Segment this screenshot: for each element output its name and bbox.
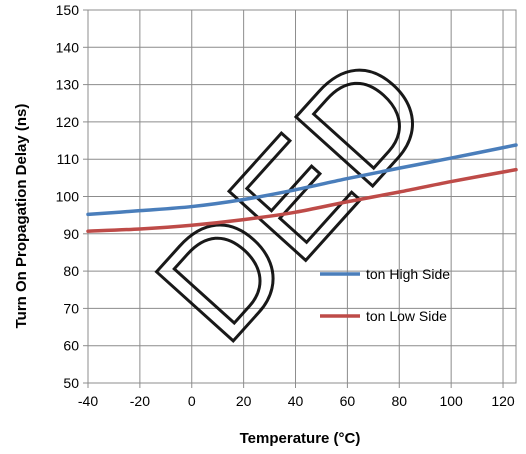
series-group xyxy=(86,143,518,233)
x-tick-label: 100 xyxy=(439,393,463,409)
x-tick-label: -40 xyxy=(78,393,98,409)
y-tick-label: 120 xyxy=(56,114,80,130)
series-line xyxy=(86,143,518,217)
x-tick-label: 120 xyxy=(491,393,515,409)
y-axis-title: Turn On Propagation Delay (ns) xyxy=(13,104,30,329)
y-tick-label: 80 xyxy=(63,263,79,279)
y-tick-label: 90 xyxy=(63,226,79,242)
x-axis-title: Temperature (°C) xyxy=(240,430,361,447)
grid xyxy=(83,9,517,388)
x-tick-label: 0 xyxy=(188,393,196,409)
x-tick-label: 80 xyxy=(391,393,407,409)
y-tick-label: 140 xyxy=(56,39,80,55)
plot-area xyxy=(87,9,517,384)
y-tick-label: 110 xyxy=(57,151,80,167)
x-tick-label: 20 xyxy=(236,393,252,409)
y-tick-label: 70 xyxy=(63,300,79,316)
legend-label: ton High Side xyxy=(366,266,450,282)
legend-label: ton Low Side xyxy=(366,308,447,324)
x-tick-label: 60 xyxy=(340,393,356,409)
legend: ton High Side ton Low Side xyxy=(320,266,450,324)
tick-labels: 50 60 70 80 90 100 110 120 130 140 150 -40 -20 0 20 40 6… xyxy=(56,2,515,409)
series-line xyxy=(86,167,518,233)
x-tick-label: -20 xyxy=(130,393,150,409)
x-tick-label: 40 xyxy=(288,393,304,409)
y-tick-label: 130 xyxy=(56,77,80,93)
y-tick-label: 100 xyxy=(56,189,80,205)
y-tick-label: 150 xyxy=(56,2,80,18)
y-tick-label: 60 xyxy=(63,338,79,354)
y-tick-label: 50 xyxy=(63,375,79,391)
